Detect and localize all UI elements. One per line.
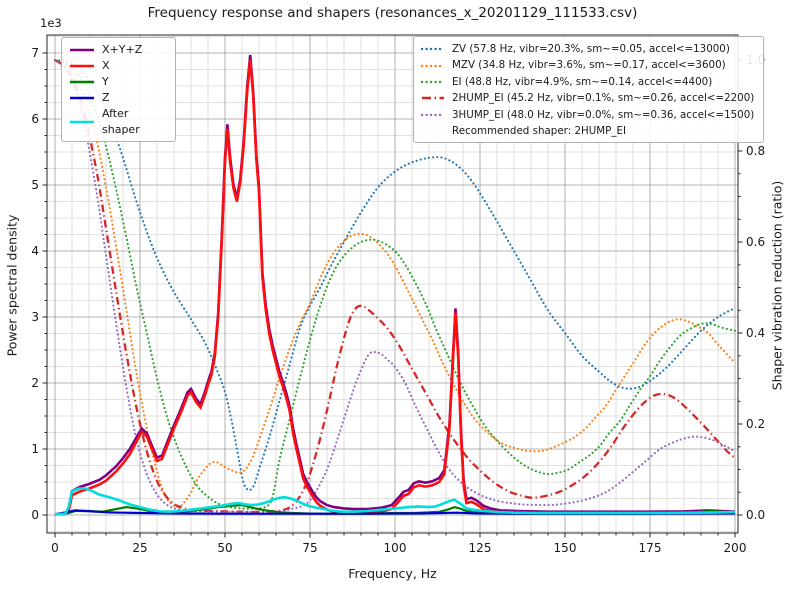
x-tick-label: 75 [302, 541, 317, 555]
x-axis-label: Frequency, Hz [348, 566, 437, 581]
left-y-axis-label: Power spectral density [4, 214, 20, 357]
legend-item-ei: EI (48.8 Hz, vibr=4.9%, sm~=0.14, accel<… [421, 74, 754, 90]
legend-line-swatch-mzv [421, 64, 445, 67]
legend-item-2hump-ei: 2HUMP_EI (45.2 Hz, vibr=0.1%, sm~=0.26, … [421, 90, 754, 106]
y-left-tick-label: 0 [31, 508, 39, 522]
y-left-tick-label: 2 [31, 376, 39, 390]
series-x [54, 59, 736, 516]
y-left-tick-label: 6 [31, 112, 39, 126]
legend-recommended-shaper-note: Recommended shaper: 2HUMP_EI [452, 125, 627, 138]
y-right-tick-label: 0.2 [746, 417, 765, 431]
legend-item-x-label: X [102, 59, 110, 72]
series-zv [53, 58, 737, 492]
legend-shaper-curves: ZV (57.8 Hz, vibr=20.3%, sm~=0.05, accel… [413, 36, 765, 144]
y-right-tick-label: 0.8 [746, 144, 765, 158]
legend-item-y: Y [69, 74, 166, 90]
legend-line-swatch-x [70, 64, 94, 68]
x-tick-label: 150 [554, 541, 577, 555]
legend-item-x-y-z: X+Y+Z [69, 42, 166, 58]
legend-item-ei-label: EI (48.8 Hz, vibr=4.9%, sm~=0.14, accel<… [452, 75, 713, 88]
legend-line-swatch-y [70, 80, 94, 84]
y-left-tick-label: 4 [31, 244, 39, 258]
legend-item-x: X [69, 58, 166, 74]
x-tick-label: 0 [51, 541, 59, 555]
y-right-tick-label: 0.4 [746, 326, 765, 340]
legend-line-swatch-x+y+z [70, 48, 94, 52]
right-y-axis-label: Shaper vibration reduction (ratio) [769, 180, 785, 391]
x-tick-label: 200 [724, 541, 747, 555]
legend-psd-curves: X+Y+Z X Y Z After shaper [61, 37, 176, 142]
chart-title: Frequency response and shapers (resonanc… [147, 5, 638, 21]
legend-line-swatch-3hump_ei [421, 113, 445, 117]
legend-item-after-shaper-label: After shaper [102, 107, 140, 136]
legend-item-y-label: Y [102, 75, 109, 88]
legend-line-swatch-zv [421, 48, 445, 51]
legend-item-zv-label: ZV (57.8 Hz, vibr=20.3%, sm~=0.05, accel… [452, 43, 730, 55]
y-left-tick-label: 5 [31, 178, 39, 192]
y-axis-offset-label: 1e3 [40, 16, 62, 30]
legend-item-z: Z [69, 90, 166, 106]
x-tick-label: 25 [132, 541, 147, 555]
y-right-tick-label: 0.0 [746, 508, 765, 522]
legend-line-swatch-z [70, 96, 94, 100]
series-mzv [53, 58, 737, 509]
legend-item-3hump-ei: 3HUMP_EI (48.0 Hz, vibr=0.0%, sm~=0.36, … [421, 107, 754, 123]
legend-line-swatch-2hump_ei [422, 97, 444, 100]
series-3hump-ei [53, 58, 737, 513]
x-tick-label: 100 [384, 541, 407, 555]
series-curves [53, 54, 737, 516]
legend-item-after-shaper: After shaper [69, 106, 166, 138]
legend-item-mzv-label: MZV (34.8 Hz, vibr=3.6%, sm~=0.17, accel… [452, 59, 726, 72]
x-tick-label: 175 [639, 541, 662, 555]
y-right-tick-label: 0.6 [746, 235, 765, 249]
legend-item-z-label: Z [102, 91, 110, 104]
axis-ticks [42, 52, 743, 538]
x-tick-label: 50 [217, 541, 232, 555]
legend-item-3hump-ei-label: 3HUMP_EI (48.0 Hz, vibr=0.0%, sm~=0.36, … [452, 108, 755, 121]
legend-line-swatch-after [70, 120, 94, 124]
series-after-shaper [54, 487, 736, 516]
legend-line-swatch-ei [421, 80, 445, 84]
x-tick-label: 125 [469, 541, 492, 555]
legend-item-mzv: MZV (34.8 Hz, vibr=3.6%, sm~=0.17, accel… [421, 57, 754, 73]
legend-item-zv: ZV (57.8 Hz, vibr=20.3%, sm~=0.05, accel… [421, 41, 754, 57]
legend-item-x-y-z-label: X+Y+Z [102, 43, 143, 56]
y-left-tick-label: 7 [31, 46, 39, 60]
y-left-tick-label: 1 [31, 442, 39, 456]
legend-item-2hump-ei-label: 2HUMP_EI (45.2 Hz, vibr=0.1%, sm~=0.26, … [452, 92, 755, 105]
series-ei [53, 58, 737, 510]
y-left-tick-label: 3 [31, 310, 39, 324]
